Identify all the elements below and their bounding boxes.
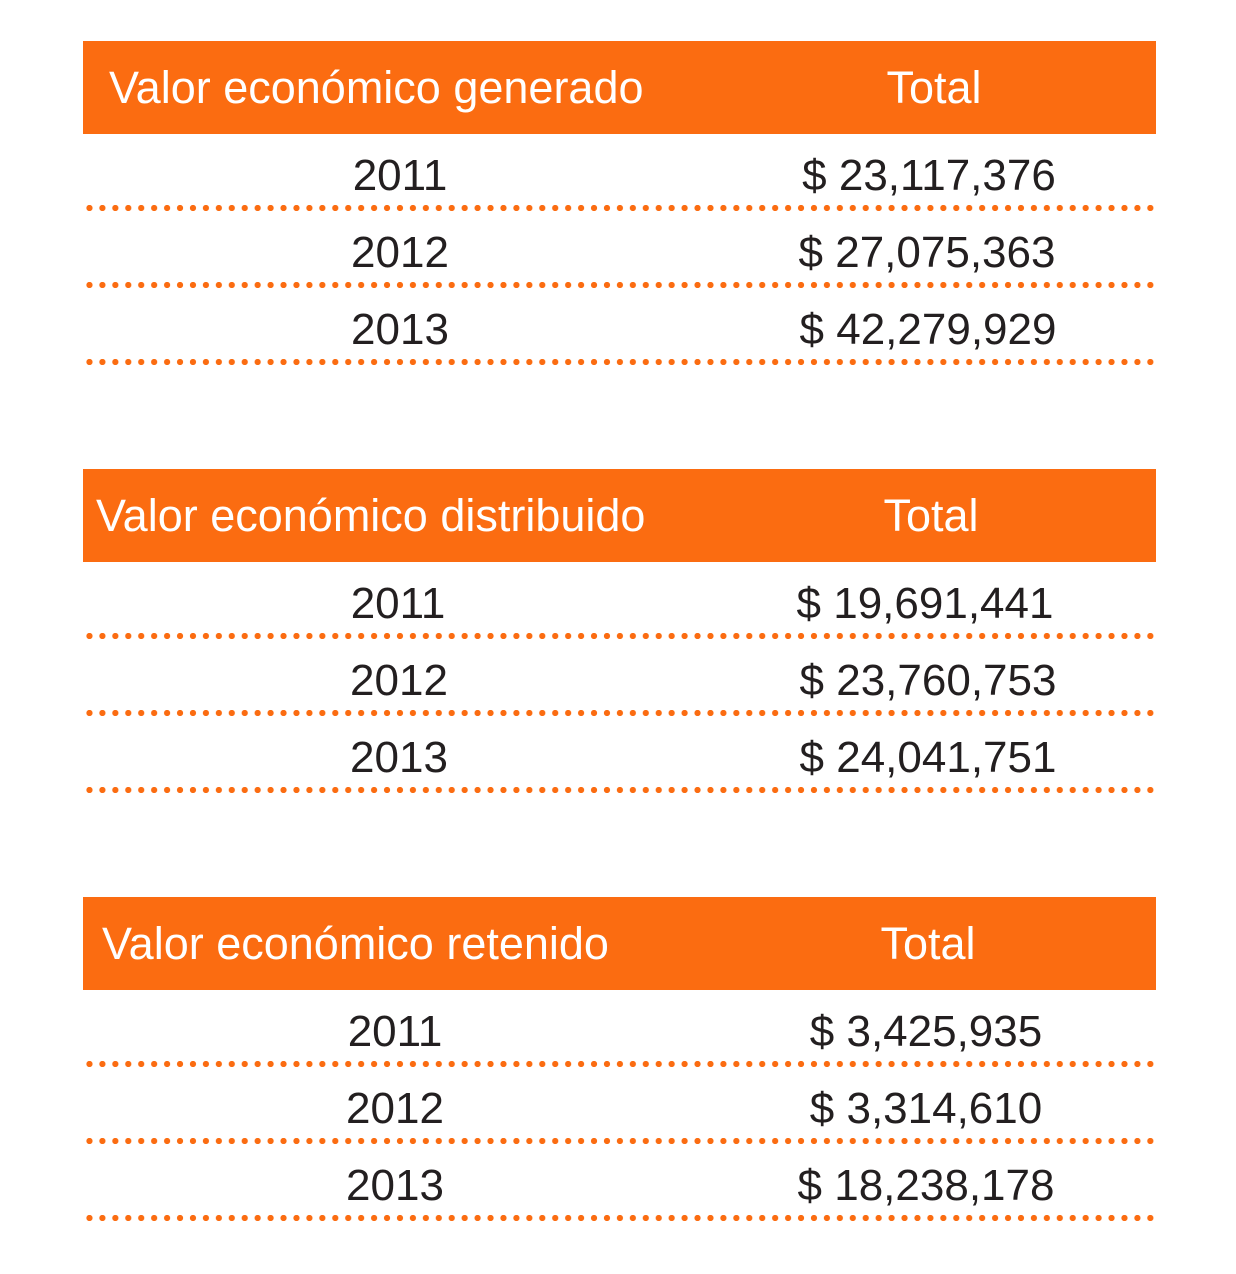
table-valor-distribuido: Valor económico distribuido Total 2011 $…: [83, 469, 1156, 793]
dotted-divider: [83, 359, 1156, 365]
value-cell: $ 18,238,178: [797, 1161, 1055, 1210]
dotted-divider: [83, 787, 1156, 793]
table-header: Valor económico retenido Total: [83, 897, 1156, 990]
table-header: Valor económico generado Total: [83, 41, 1156, 134]
table-header: Valor económico distribuido Total: [83, 469, 1156, 562]
year-cell: 2013: [350, 733, 448, 782]
header-total: Total: [886, 61, 982, 113]
table-row: 2011 $ 23,117,376: [83, 134, 1156, 211]
table-row: 2011 $ 3,425,935: [83, 990, 1156, 1067]
header-total: Total: [883, 489, 979, 541]
year-cell: 2012: [351, 228, 449, 277]
dotted-divider: [83, 1138, 1156, 1144]
table-row: 2013 $ 18,238,178: [83, 1144, 1156, 1221]
dotted-divider: [83, 205, 1156, 211]
table-valor-retenido: Valor económico retenido Total 2011 $ 3,…: [83, 897, 1156, 1221]
year-cell: 2013: [351, 305, 449, 354]
year-cell: 2011: [347, 1007, 443, 1056]
value-cell: $ 23,117,376: [802, 151, 1056, 200]
year-cell: 2013: [346, 1161, 444, 1210]
header-title: Valor económico retenido: [102, 917, 609, 969]
value-cell: $ 19,691,441: [796, 579, 1054, 628]
table-row: 2013 $ 24,041,751: [83, 716, 1156, 793]
table-valor-generado: Valor económico generado Total 2011 $ 23…: [83, 41, 1156, 365]
dotted-divider: [83, 633, 1156, 639]
year-cell: 2011: [350, 579, 446, 628]
dotted-divider: [83, 282, 1156, 288]
dotted-divider: [83, 1215, 1156, 1221]
table-row: 2012 $ 3,314,610: [83, 1067, 1156, 1144]
table-row: 2012 $ 27,075,363: [83, 211, 1156, 288]
dotted-divider: [83, 1061, 1156, 1067]
header-title: Valor económico generado: [109, 61, 644, 113]
value-cell: $ 23,760,753: [799, 656, 1057, 705]
value-cell: $ 42,279,929: [799, 305, 1057, 354]
value-cell: $ 27,075,363: [798, 228, 1056, 277]
table-row: 2013 $ 42,279,929: [83, 288, 1156, 365]
header-total: Total: [880, 917, 976, 969]
year-cell: 2011: [352, 151, 448, 200]
value-cell: $ 24,041,751: [799, 733, 1057, 782]
year-cell: 2012: [350, 656, 448, 705]
value-cell: $ 3,314,610: [809, 1084, 1043, 1133]
table-row: 2011 $ 19,691,441: [83, 562, 1156, 639]
year-cell: 2012: [346, 1084, 444, 1133]
table-row: 2012 $ 23,760,753: [83, 639, 1156, 716]
dotted-divider: [83, 710, 1156, 716]
value-cell: $ 3,425,935: [809, 1007, 1043, 1056]
header-title: Valor económico distribuido: [96, 489, 646, 541]
